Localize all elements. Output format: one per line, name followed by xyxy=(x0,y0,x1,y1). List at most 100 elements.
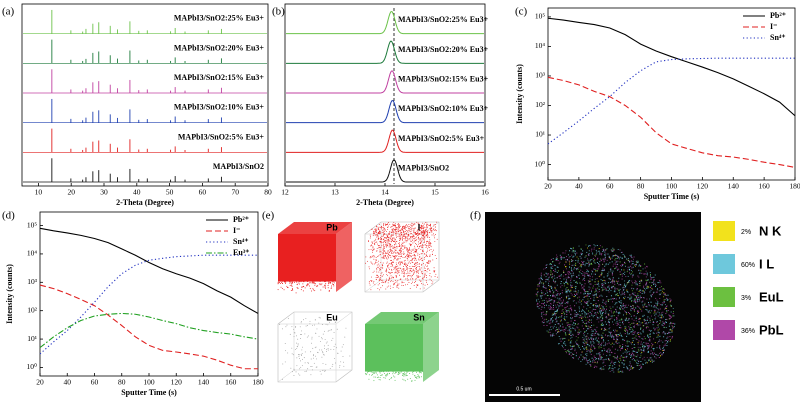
eds-pixel xyxy=(593,324,595,326)
eds-pixel xyxy=(573,322,575,324)
eds-pixel xyxy=(593,299,595,301)
cube-dot xyxy=(375,370,377,372)
cube-dot xyxy=(429,278,431,280)
eds-pixel xyxy=(558,327,560,329)
eds-pixel xyxy=(566,291,568,293)
cube-dot xyxy=(401,244,403,246)
eds-pixel xyxy=(580,253,582,255)
eds-pixel xyxy=(659,323,661,325)
cube-dot xyxy=(416,283,418,285)
eds-pixel xyxy=(607,253,609,255)
eds-pixel xyxy=(616,266,618,268)
cube-dot xyxy=(420,245,422,247)
cube-dot xyxy=(379,277,381,278)
cube-dot xyxy=(304,333,306,335)
eds-pixel xyxy=(583,290,585,292)
eds-pixel xyxy=(595,358,597,360)
eds-pixel xyxy=(601,313,603,315)
eds-pixel xyxy=(606,329,608,331)
eds-pixel xyxy=(613,336,615,338)
eds-pixel xyxy=(660,340,662,342)
cube-dot xyxy=(381,279,383,281)
cube-dot xyxy=(418,232,420,234)
eds-pixel xyxy=(555,313,557,315)
cube-dot xyxy=(388,234,390,236)
cube-dot xyxy=(367,260,368,262)
cube-dot xyxy=(406,268,407,270)
eds-pixel xyxy=(637,346,639,348)
eds-pixel xyxy=(640,355,642,357)
y-tick-label: 10⁴ xyxy=(535,41,546,50)
cube-dot xyxy=(382,252,384,254)
cube-dot xyxy=(400,371,402,373)
eds-pixel xyxy=(594,254,596,256)
eds-pixel xyxy=(631,284,633,286)
eds-pixel xyxy=(613,280,615,282)
cube-dot xyxy=(382,226,384,228)
eds-pixel xyxy=(656,332,658,334)
cube-dot xyxy=(325,280,327,282)
eds-pixel xyxy=(623,292,625,294)
cube-dot xyxy=(429,269,431,271)
eds-pixel xyxy=(616,330,618,332)
eds-pixel xyxy=(666,305,668,307)
eds-pixel xyxy=(571,324,573,326)
eds-pixel xyxy=(538,307,540,309)
eds-pixel xyxy=(608,288,610,290)
cube-dot xyxy=(313,281,315,283)
eds-pixel xyxy=(552,334,554,336)
cube-dot xyxy=(418,234,420,235)
cube-dot xyxy=(427,255,428,257)
eds-pixel xyxy=(638,312,640,314)
eds-pixel xyxy=(576,339,578,341)
cube-dot xyxy=(401,272,403,274)
cube-dot xyxy=(415,259,417,261)
eds-pixel xyxy=(599,354,601,356)
eds-pixel xyxy=(543,282,545,284)
eds-pixel xyxy=(627,275,629,277)
eds-pixel xyxy=(588,321,590,323)
eds-pixel xyxy=(566,301,568,303)
eds-pixel xyxy=(595,270,597,272)
eds-pixel xyxy=(608,256,610,258)
eds-pixel xyxy=(604,265,606,267)
eds-pixel xyxy=(602,318,604,320)
eds-pixel xyxy=(553,308,555,310)
cube-dot xyxy=(391,277,392,279)
eds-pixel xyxy=(589,287,591,289)
eds-pixel xyxy=(582,359,584,361)
cube-dot xyxy=(395,229,397,231)
cube-dot xyxy=(410,268,412,270)
eds-pixel xyxy=(668,332,670,334)
cube-dot xyxy=(384,223,386,225)
cube-dot xyxy=(398,287,400,289)
eds-pixel xyxy=(600,259,602,261)
cube-dot xyxy=(401,245,403,247)
cube-dot xyxy=(324,370,326,372)
eds-pixel xyxy=(672,322,674,324)
eds-pixel xyxy=(636,289,638,291)
eds-pixel xyxy=(608,300,610,302)
cube-dot xyxy=(384,255,386,257)
eds-pixel xyxy=(656,289,658,291)
cube-dot xyxy=(295,335,297,337)
eds-pixel xyxy=(649,339,651,341)
cube-dot xyxy=(412,228,414,230)
cube-dot xyxy=(402,270,404,272)
eds-pixel xyxy=(658,340,660,342)
eds-pixel xyxy=(630,306,632,308)
cube-dot xyxy=(379,289,380,291)
eds-pixel xyxy=(617,260,619,262)
eds-pixel xyxy=(595,253,597,255)
eds-pixel xyxy=(602,264,604,266)
cube-dot xyxy=(372,246,374,248)
cube-dot xyxy=(392,286,394,288)
cube-dot xyxy=(314,347,316,349)
eds-pixel xyxy=(610,290,612,292)
eds-pixel xyxy=(583,260,585,262)
eds-pixel xyxy=(540,276,542,278)
cube-dot xyxy=(304,362,306,364)
cube-dot xyxy=(395,223,396,225)
cube-dot xyxy=(416,250,417,252)
eds-pixel xyxy=(556,320,558,322)
